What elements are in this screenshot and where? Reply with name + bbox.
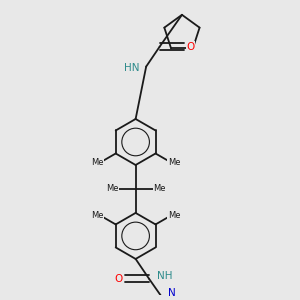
Text: NH: NH xyxy=(157,271,172,281)
Text: Me: Me xyxy=(91,211,103,220)
Text: Me: Me xyxy=(168,158,180,167)
Text: Me: Me xyxy=(106,184,118,194)
Text: Me: Me xyxy=(153,184,166,194)
Text: HN: HN xyxy=(124,63,140,73)
Text: Me: Me xyxy=(91,158,103,167)
Text: Me: Me xyxy=(168,211,180,220)
Text: O: O xyxy=(114,274,122,284)
Text: N: N xyxy=(167,288,175,298)
Text: O: O xyxy=(187,42,195,52)
